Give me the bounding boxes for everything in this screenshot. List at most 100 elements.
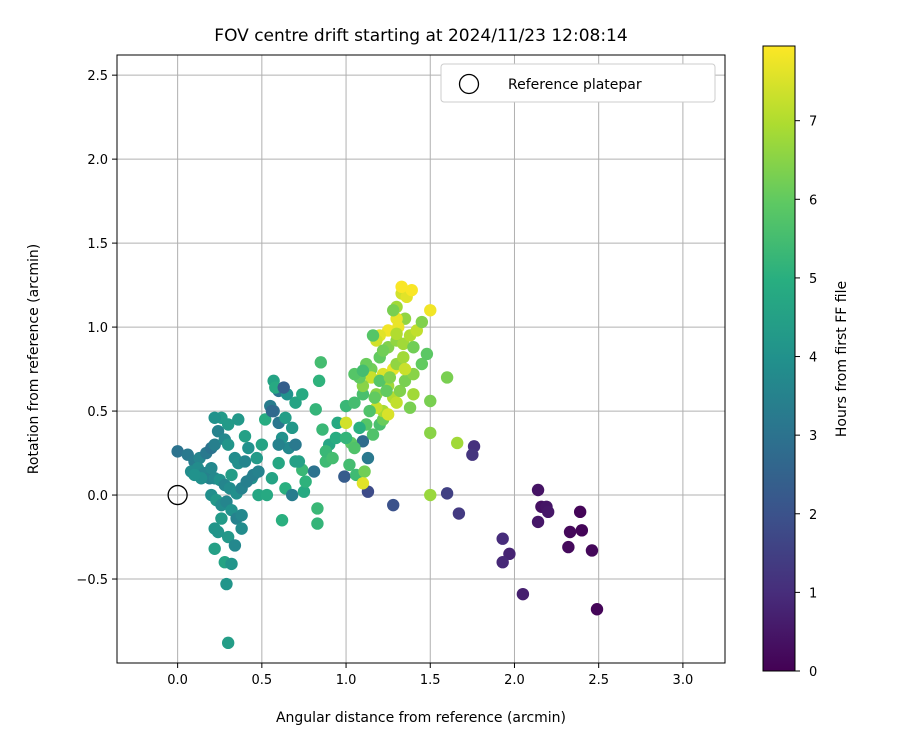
scatter-point: [259, 413, 272, 426]
scatter-point: [265, 472, 279, 485]
scatter-point: [277, 381, 290, 394]
scatter-point: [440, 487, 454, 500]
x-tick-label: 1.0: [336, 673, 357, 688]
scatter-point: [235, 522, 248, 535]
scatter-point: [329, 431, 343, 445]
scatter-point: [424, 488, 437, 502]
scatter-point: [316, 423, 329, 436]
colorbar: 0 1 2 3 4 5 6 7 Hours from first FF file: [762, 45, 850, 680]
scatter-point: [516, 587, 530, 601]
scatter-point: [211, 525, 225, 539]
scatter-point: [311, 517, 324, 530]
scatter-point: [314, 356, 327, 369]
scatter-point: [272, 438, 285, 451]
colorbar-tick-label: 5: [809, 272, 817, 287]
scatter-point: [366, 329, 380, 342]
y-tick-label: 2.5: [87, 69, 108, 84]
scatter-point: [496, 556, 509, 569]
scatter-point: [573, 505, 587, 519]
scatter-point: [356, 364, 370, 377]
scatter-point: [275, 514, 289, 527]
scatter-point: [299, 475, 312, 488]
scatter-point: [368, 391, 381, 404]
legend-marker-icon: [458, 73, 480, 95]
scatter-point: [407, 341, 420, 354]
scatter-point: [531, 515, 545, 529]
scatter-point: [242, 441, 255, 455]
legend: Reference platepar: [440, 63, 716, 103]
scatter-point: [405, 283, 418, 297]
scatter-point: [339, 416, 353, 430]
colorbar-ticks: 0 1 2 3 4 5 6 7: [795, 115, 817, 680]
colorbar-gradient: [762, 45, 796, 672]
colorbar-tick-label: 0: [809, 665, 817, 680]
scatter-point: [398, 362, 412, 376]
scatter-point: [348, 396, 361, 409]
scatter-point: [348, 441, 361, 455]
scatter-point: [562, 540, 575, 554]
scatter-point: [307, 465, 321, 478]
scatter-point: [531, 483, 545, 497]
reference-platepar-marker: [167, 484, 188, 506]
scatter-point: [403, 401, 417, 414]
scatter-point: [208, 411, 221, 424]
scatter-point: [238, 430, 252, 443]
scatter-point: [225, 557, 238, 571]
scatter-point: [466, 448, 479, 461]
reference-marker: [167, 484, 188, 506]
scatter-point: [312, 374, 326, 388]
scatter-point: [387, 304, 400, 317]
scatter-point: [296, 388, 309, 401]
scatter-point: [225, 468, 238, 482]
scatter-point: [415, 315, 429, 329]
y-tick-label: 1.5: [87, 237, 108, 252]
scatter-point: [363, 404, 376, 418]
scatter-point: [585, 544, 599, 557]
scatter-point: [297, 485, 311, 498]
y-tick-label: 1.0: [87, 321, 108, 336]
scatter-point: [235, 508, 248, 522]
scatter-point: [215, 512, 228, 525]
x-axis-label: Angular distance from reference (arcmin): [276, 710, 566, 726]
scatter-point: [496, 532, 509, 545]
y-axis-ticks: −0.5 0.0 0.5 1.0 1.5 2.0 2.5: [76, 69, 117, 588]
y-tick-label: −0.5: [76, 573, 108, 588]
scatter-point: [387, 498, 400, 512]
scatter-point: [361, 451, 375, 465]
scatter-point: [285, 421, 299, 435]
x-tick-label: 2.5: [588, 673, 609, 688]
scatter-point: [353, 421, 366, 435]
scatter-point: [451, 436, 464, 450]
y-axis-label: Rotation from reference (arcmin): [26, 244, 42, 474]
scatter-point: [252, 465, 265, 478]
scatter-point: [309, 403, 322, 416]
scatter-point: [420, 347, 434, 361]
colorbar-tick-label: 6: [809, 193, 817, 208]
scatter-point: [356, 435, 370, 448]
scatter-point: [407, 388, 420, 401]
scatter-point: [376, 344, 390, 357]
scatter-point: [228, 539, 242, 552]
scatter-point: [563, 525, 577, 539]
scatter-point: [232, 413, 245, 426]
scatter-point: [292, 455, 306, 468]
scatter-point: [503, 547, 516, 561]
scatter-point: [221, 438, 235, 451]
scatter-point: [220, 577, 233, 591]
scatter-point: [338, 470, 351, 483]
scatter-point: [272, 456, 285, 470]
scatter-point: [326, 451, 339, 465]
scatter-point: [390, 327, 403, 341]
scatter-point: [383, 371, 397, 384]
plot-frame: [116, 54, 726, 664]
scatter-point: [285, 488, 299, 502]
scatter-point: [541, 505, 555, 519]
scatter-point: [452, 507, 466, 520]
scatter-point: [260, 488, 274, 502]
data-points: [171, 280, 604, 650]
x-tick-label: 1.5: [420, 673, 441, 688]
scatter-point: [590, 603, 604, 616]
scatter-point: [424, 426, 437, 440]
scatter-point: [398, 374, 412, 388]
